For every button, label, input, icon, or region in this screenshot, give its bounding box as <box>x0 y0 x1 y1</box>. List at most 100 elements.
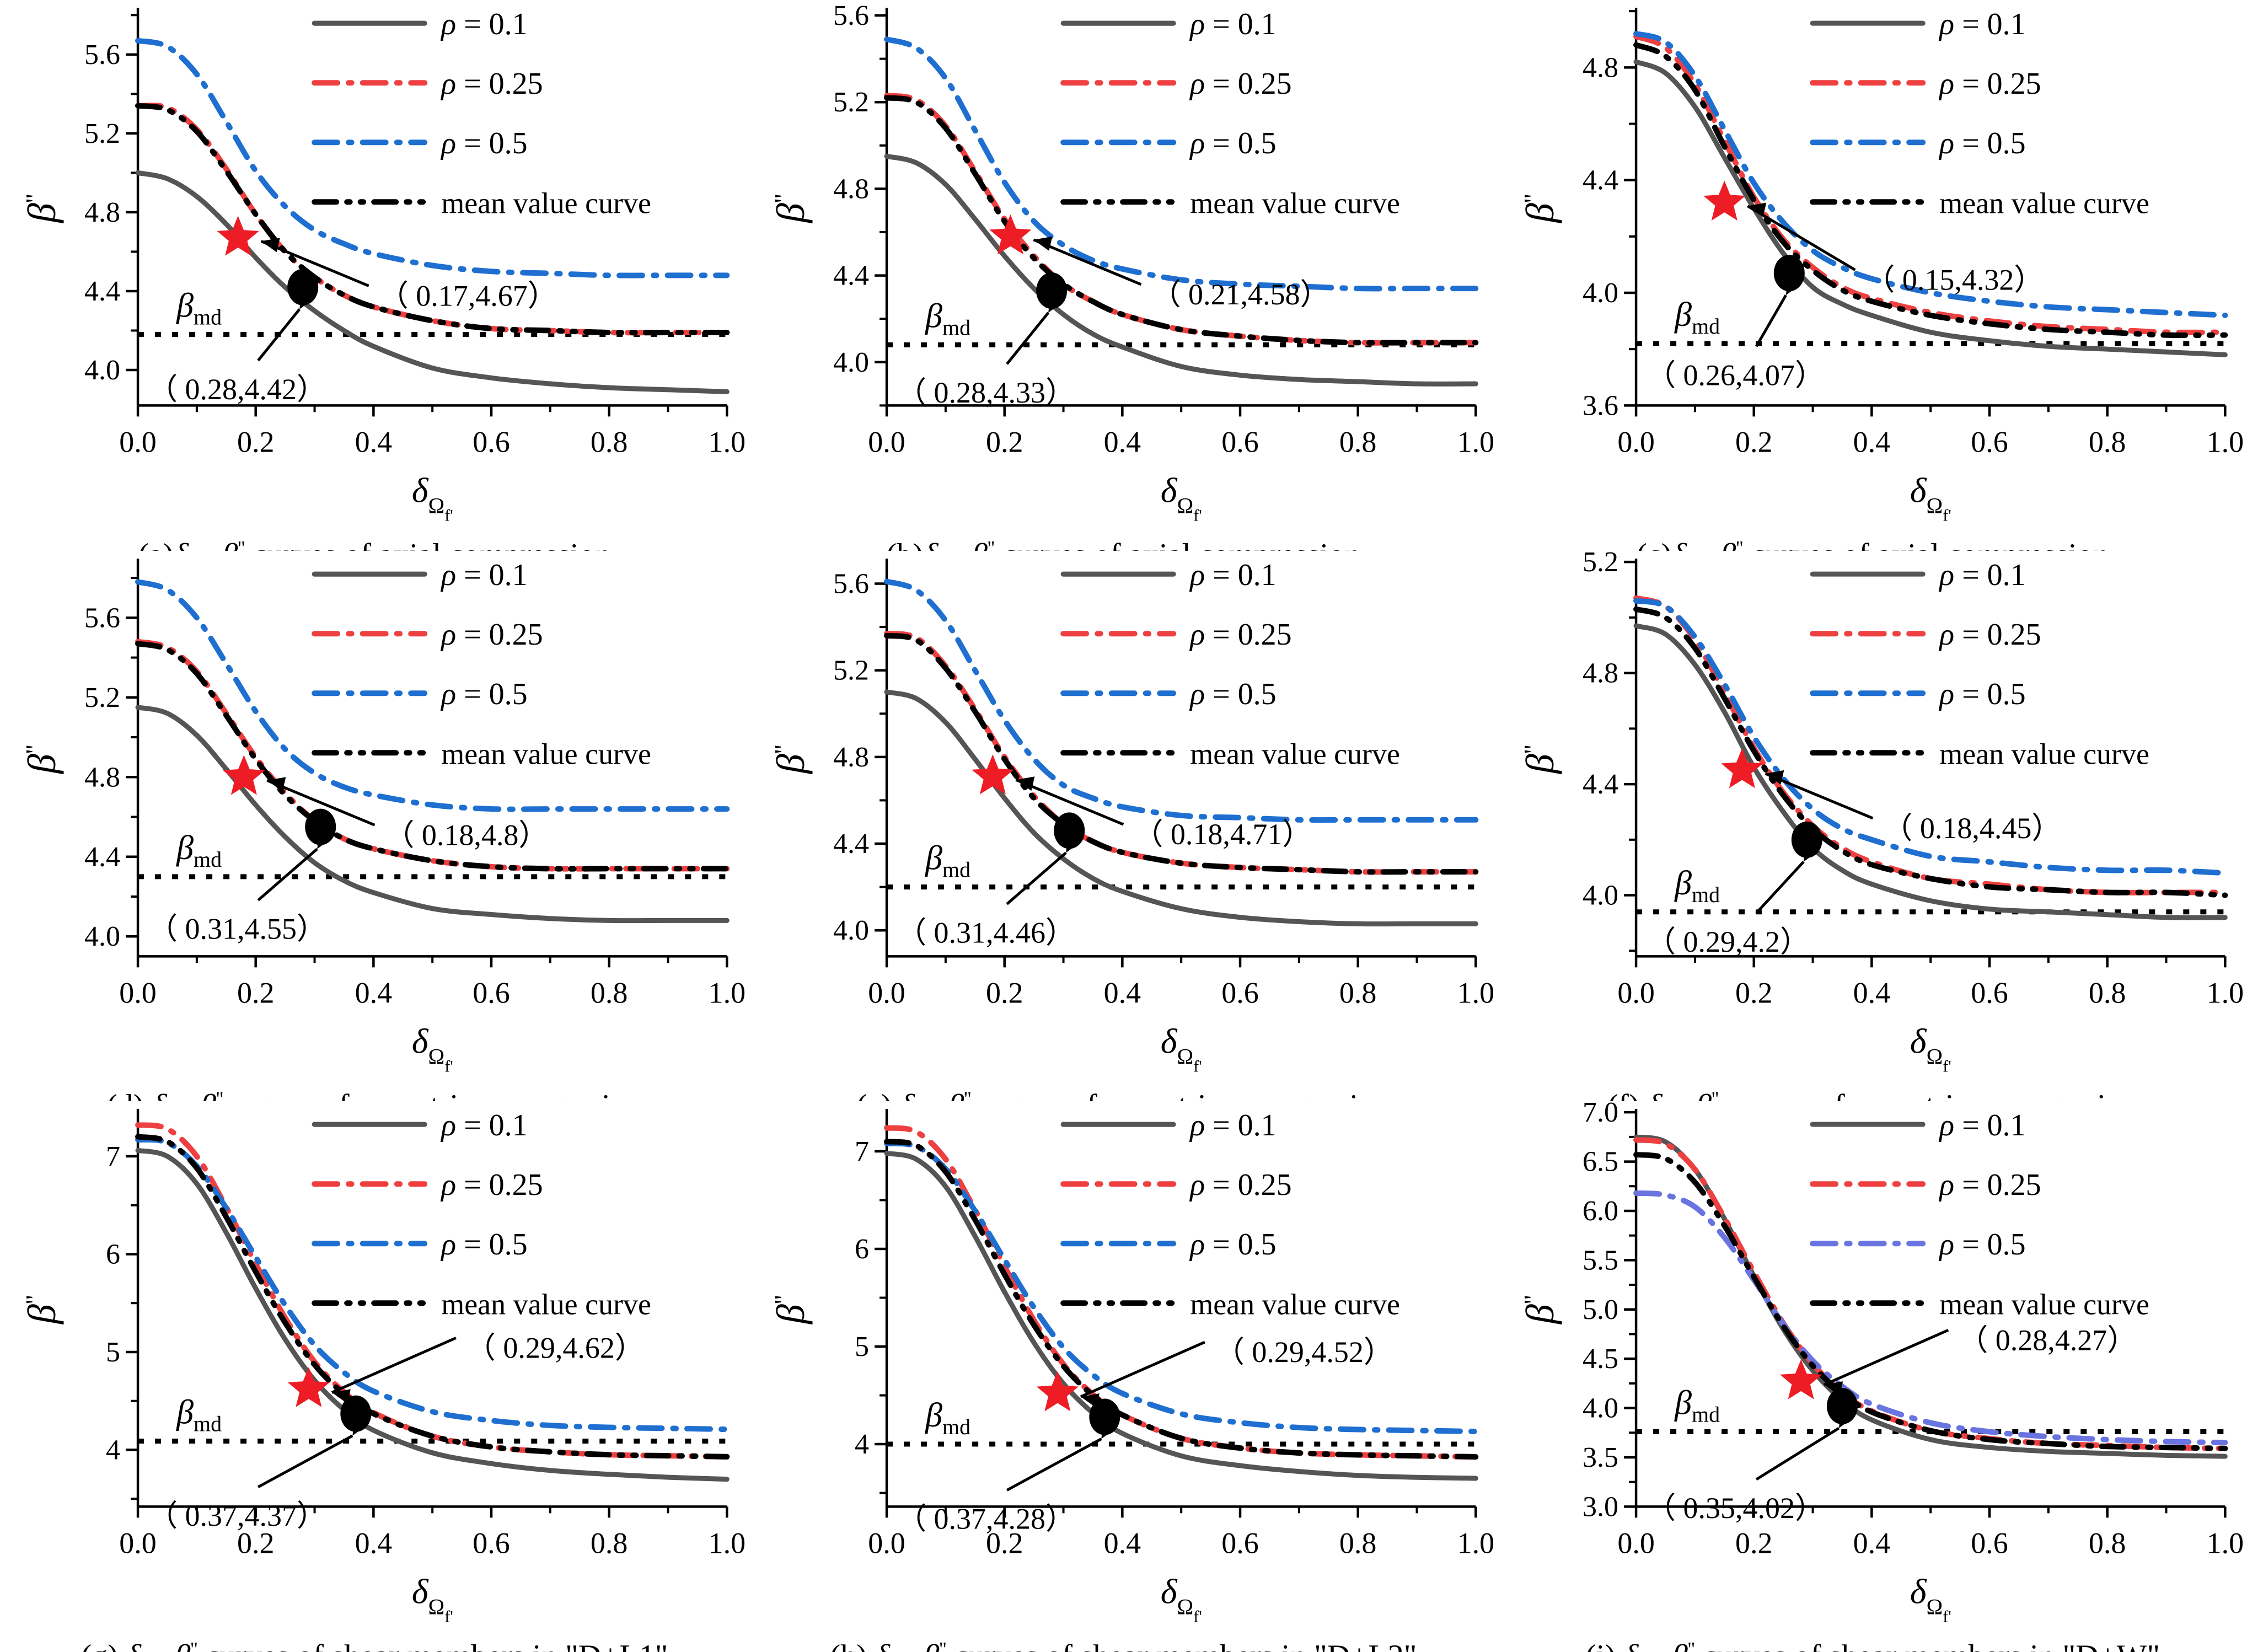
x-tick-label: 0.4 <box>1853 976 1890 1009</box>
star-arrow-head <box>1747 202 1766 217</box>
dot-annotation-label: （ 0.37,4.28） <box>897 1503 1075 1536</box>
markers: （ 0.21,4.58） （ 0.28,4.33） <box>897 214 1330 409</box>
star-marker <box>1703 180 1746 221</box>
markers: （ 0.17,4.67） （ 0.28,4.42） <box>148 216 557 406</box>
star-annotation-leader <box>1015 778 1124 826</box>
x-tick-label: 0.2 <box>1735 425 1773 458</box>
star-arrow-head <box>1824 1381 1843 1396</box>
x-tick-label: 0.4 <box>355 976 393 1009</box>
star-annotation-label: （ 0.28,4.27） <box>1958 1323 2137 1356</box>
y-axis-title: β'' <box>769 744 813 774</box>
y-tick-label: 4.5 <box>1583 1343 1618 1375</box>
panel-caption-line1: (e) δΩf'-β'' curves of eccentric compres… <box>856 1087 1390 1101</box>
x-tick-label: 0.8 <box>2089 425 2126 458</box>
star-marker <box>217 216 259 256</box>
y-tick-label: 5.2 <box>833 655 869 686</box>
star-annotation-leader <box>1765 772 1874 819</box>
series-line <box>1633 34 2228 335</box>
x-tick-label: 0.0 <box>868 425 906 458</box>
star-annotation-leader <box>260 240 369 287</box>
beta-md-label: βmd <box>176 1394 222 1436</box>
legend: ρ = 0.1 ρ = 0.25 ρ = 0.5 mean value curve <box>312 1108 651 1321</box>
legend-label: mean value curve <box>441 1288 651 1321</box>
legend-label: ρ = 0.25 <box>1938 67 2041 101</box>
star-marker <box>1037 1371 1079 1412</box>
x-tick-label: 0.8 <box>591 425 628 458</box>
star-marker <box>1779 1359 1822 1399</box>
y-tick-label: 3.0 <box>1583 1492 1618 1523</box>
x-tick-label: 0.2 <box>986 976 1023 1009</box>
y-tick-label: 6.5 <box>1583 1146 1618 1178</box>
x-tick-label: 0.8 <box>591 1527 628 1560</box>
series-line <box>884 95 1479 346</box>
series-line <box>884 630 1479 875</box>
x-tick-label: 0.8 <box>591 976 628 1009</box>
x-axis-title: δΩf' <box>1161 470 1202 524</box>
legend-label: mean value curve <box>1939 737 2149 770</box>
x-tick-label: 0.0 <box>119 425 157 458</box>
star-arrow-head <box>1016 776 1035 791</box>
x-tick-label: 1.0 <box>1457 1527 1495 1560</box>
axes: 4 5 6 7 0.0 0.2 0.4 0.6 0.8 1.0 <box>855 1109 1495 1560</box>
dot-arrow-head <box>317 829 334 849</box>
x-tick-label: 0.0 <box>868 1527 906 1560</box>
legend-label: ρ = 0.5 <box>440 1227 527 1262</box>
x-tick-label: 0.2 <box>986 425 1023 458</box>
x-tick-label: 1.0 <box>2206 1527 2244 1560</box>
y-tick-label: 4.8 <box>833 741 869 773</box>
x-tick-label: 0.6 <box>473 1527 510 1560</box>
y-tick-label: 5.2 <box>84 118 120 149</box>
x-tick-label: 1.0 <box>709 976 746 1009</box>
legend: ρ = 0.1 ρ = 0.25 ρ = 0.5 mean value curve <box>1060 1108 1400 1321</box>
x-tick-label: 1.0 <box>709 1527 746 1560</box>
x-tick-label: 0.4 <box>1104 976 1141 1009</box>
dot-annotation-label: （ 0.31,4.55） <box>148 912 326 945</box>
dot-annotation-leader <box>1006 312 1050 365</box>
dot-annotation-leader <box>257 308 301 362</box>
x-tick-label: 0.2 <box>1735 976 1773 1009</box>
beta-md-label: βmd <box>176 287 222 330</box>
x-tick-label: 1.0 <box>2206 976 2244 1009</box>
star-arrow-head <box>267 776 286 791</box>
y-tick-label: 4.8 <box>84 761 120 793</box>
panel-caption-line1: (c)δΩf'-β'' curves of axial compression <box>1636 537 2109 550</box>
chart-panel-b: 4.0 4.4 4.8 5.2 5.6 0.0 0.2 0.4 0.6 0.8 1.0 ρ = 0.1… <box>749 0 1498 551</box>
x-tick-label: 0.4 <box>1853 425 1890 458</box>
x-tick-label: 0.6 <box>1971 976 2008 1009</box>
x-axis-title: δΩf' <box>412 1572 453 1626</box>
y-tick-label: 5 <box>106 1337 120 1368</box>
markers: （ 0.18,4.71） （ 0.31,4.46） <box>897 754 1312 949</box>
y-tick-label: 7 <box>855 1136 869 1167</box>
y-axis-title: β'' <box>769 194 813 224</box>
series-line <box>1633 598 2228 876</box>
x-tick-label: 1.0 <box>1457 976 1495 1009</box>
legend-label: ρ = 0.25 <box>1189 67 1292 101</box>
markers: （ 0.15,4.32） （ 0.26,4.07） <box>1646 180 2044 391</box>
chart-panel-d: 4.0 4.4 4.8 5.2 5.6 0.0 0.2 0.4 0.6 0.8 1.0 ρ = 0.1… <box>0 551 749 1101</box>
legend-label: ρ = 0.1 <box>1938 1108 2025 1143</box>
series-line <box>135 170 730 394</box>
axes: 4.0 4.4 4.8 5.2 5.6 0.0 0.2 0.4 0.6 0.8 1.0 <box>84 8 746 458</box>
star-annotation-leader <box>1080 1340 1206 1398</box>
star-annotation-leader <box>1746 205 1856 271</box>
markers: （ 0.29,4.52） （ 0.37,4.28） <box>897 1335 1393 1536</box>
x-tick-label: 0.6 <box>473 976 510 1009</box>
beta-md-label: βmd <box>1674 296 1720 339</box>
y-tick-label: 4.4 <box>84 841 120 872</box>
x-tick-label: 0.8 <box>1339 1527 1377 1560</box>
y-tick-label: 5.2 <box>833 87 869 118</box>
x-tick-label: 0.2 <box>237 425 275 458</box>
star-annotation-label: （ 0.15,4.32） <box>1865 264 2044 297</box>
star-marker <box>1720 748 1763 788</box>
y-tick-label: 5.0 <box>1583 1294 1618 1326</box>
star-annotation-leader <box>266 779 376 827</box>
dot-arrow-head <box>1838 1408 1855 1429</box>
markers: （ 0.29,4.62） （ 0.37,4.37） <box>148 1332 645 1532</box>
y-tick-label: 5.2 <box>84 682 120 713</box>
y-tick-label: 3.5 <box>1583 1442 1618 1473</box>
y-tick-label: 4.0 <box>1583 277 1618 309</box>
series-group <box>135 578 730 923</box>
series-line <box>135 578 730 812</box>
panel-caption-line1: (a)δΩf'-β'' curves of axial compression <box>138 537 611 550</box>
legend-label: ρ = 0.5 <box>1189 126 1277 160</box>
